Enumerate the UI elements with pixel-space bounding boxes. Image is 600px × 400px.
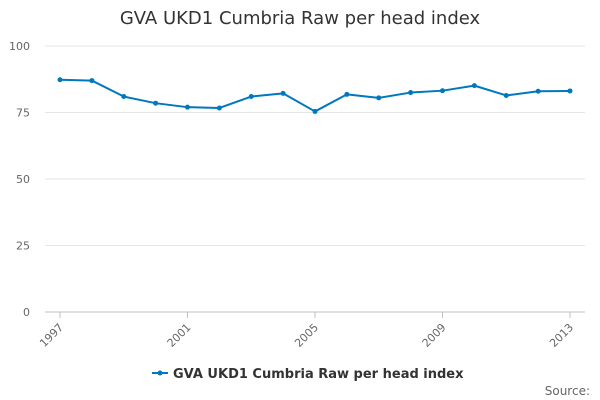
x-tick-label-2005: 2005 xyxy=(292,321,321,350)
data-point-2013 xyxy=(567,88,573,94)
grid xyxy=(45,45,585,313)
x-tick-label-2009: 2009 xyxy=(420,321,449,350)
data-point-2012 xyxy=(535,88,541,94)
y-tick-label-0: 0 xyxy=(23,306,30,319)
data-point-2011 xyxy=(503,92,509,98)
y-tick-label-100: 100 xyxy=(9,40,30,53)
series xyxy=(57,77,573,114)
data-point-2001 xyxy=(185,104,190,110)
y-tick-label-50: 50 xyxy=(16,173,30,186)
data-point-1997 xyxy=(57,77,63,83)
data-point-2008 xyxy=(408,90,414,96)
y-tick-label-25: 25 xyxy=(16,240,30,253)
data-point-2003 xyxy=(248,94,254,100)
series-line-0 xyxy=(59,78,571,113)
x-tick-label-2001: 2001 xyxy=(165,321,194,350)
credits[interactable]: Source: xyxy=(545,384,590,398)
legend[interactable]: GVA UKD1 Cumbria Raw per head index xyxy=(152,367,464,382)
data-point-2005 xyxy=(312,108,318,114)
x-axis: 1997 2001 2005 2009 2013 xyxy=(37,312,576,350)
chart-title: GVA UKD1 Cumbria Raw per head index xyxy=(120,8,481,29)
y-tick-label-75: 75 xyxy=(16,107,30,120)
data-point-1999 xyxy=(121,94,127,100)
data-point-2002 xyxy=(216,105,222,111)
data-point-2009 xyxy=(440,88,445,94)
data-point-2006 xyxy=(344,91,350,97)
data-point-2010 xyxy=(471,83,477,89)
data-point-2004 xyxy=(280,90,286,96)
x-tick-label-2013: 2013 xyxy=(547,321,576,350)
legend-label: GVA UKD1 Cumbria Raw per head index xyxy=(173,367,464,382)
y-axis: 0 25 50 75 100 xyxy=(9,40,30,319)
data-point-2000 xyxy=(153,100,159,106)
legend-marker xyxy=(157,370,163,376)
data-point-1998 xyxy=(89,78,95,84)
data-point-2007 xyxy=(376,95,382,101)
x-tick-label-1997: 1997 xyxy=(37,321,66,350)
